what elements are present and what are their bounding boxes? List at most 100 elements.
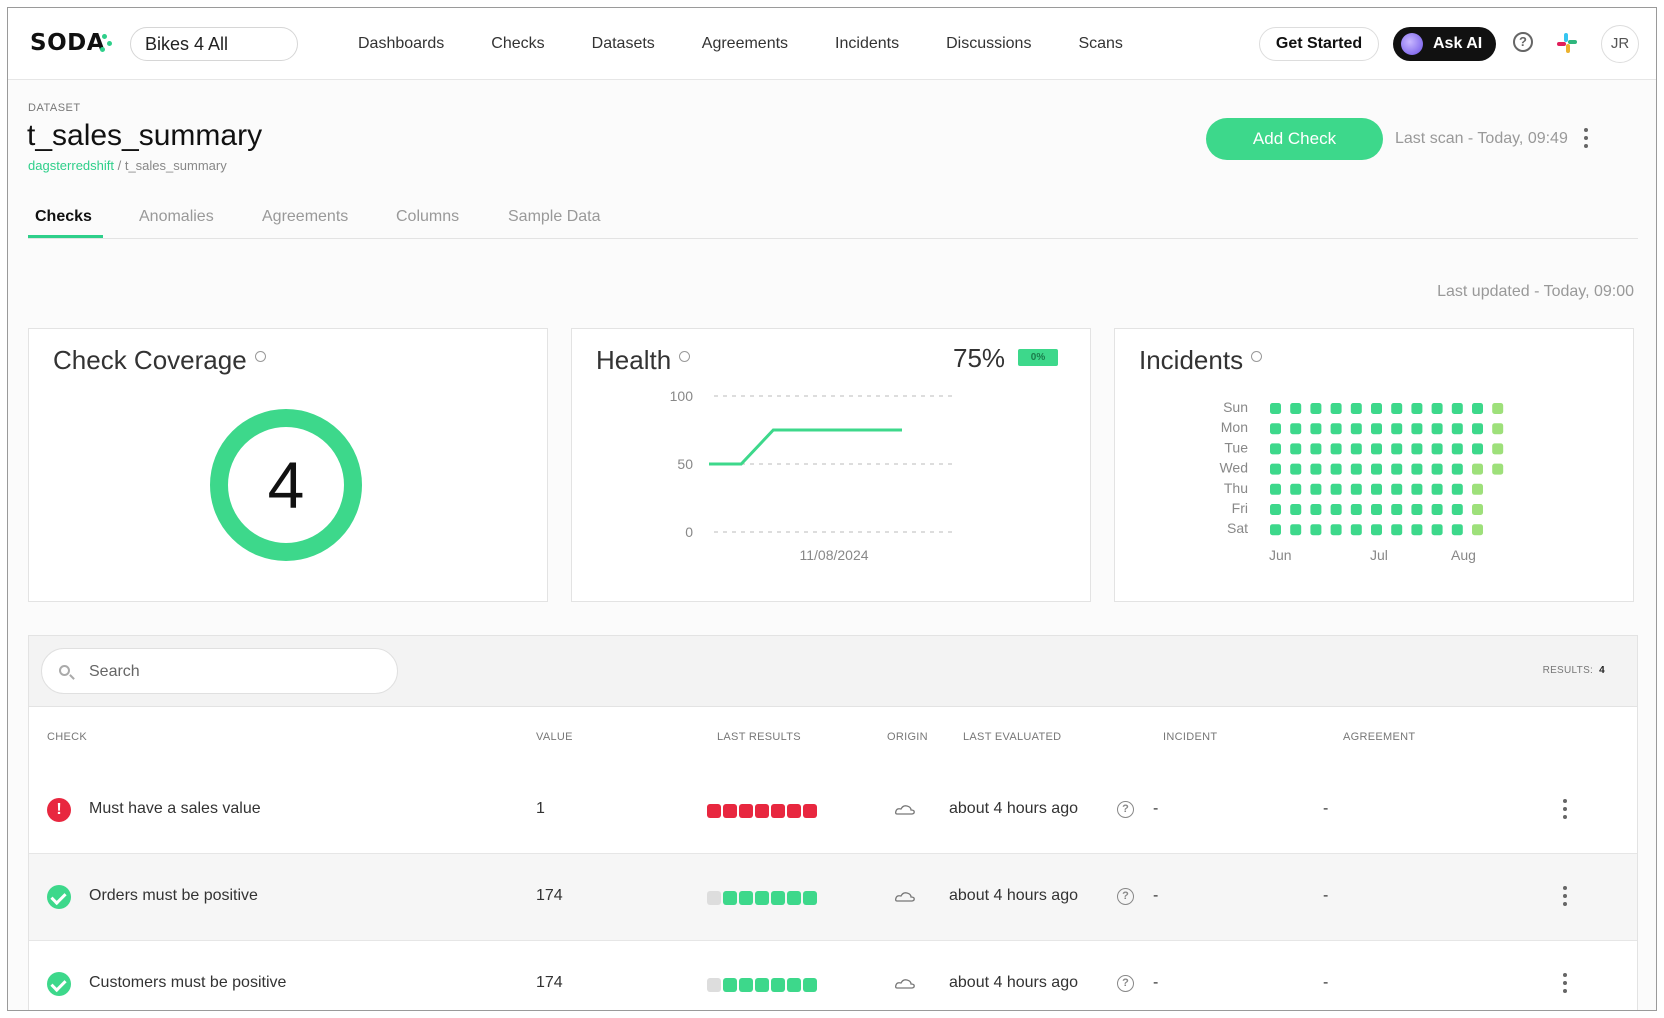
heatmap-cell <box>1350 423 1362 435</box>
heatmap-cell <box>1391 443 1403 455</box>
row-more-menu-icon[interactable] <box>1563 886 1567 910</box>
tab-columns[interactable]: Columns <box>396 208 460 225</box>
info-icon[interactable] <box>1251 351 1263 362</box>
heatmap-cell <box>1371 423 1382 435</box>
heatmap-cell <box>1451 403 1463 414</box>
column-header-value[interactable]: VALUE <box>536 731 573 743</box>
help-circle-icon[interactable]: ? <box>1117 975 1134 992</box>
heatmap-cell <box>1431 423 1443 435</box>
heatmap-cell <box>1492 403 1504 414</box>
tab-agreements[interactable]: Agreements <box>262 208 349 225</box>
column-header-last-evaluated[interactable]: LAST EVALUATED <box>963 731 1062 743</box>
get-started-button[interactable]: Get Started <box>1259 27 1379 61</box>
table-row[interactable]: ! Must have a sales value 1 about 4 hour… <box>29 767 1637 854</box>
column-header-origin[interactable]: ORIGIN <box>887 731 928 743</box>
incidents-card: Incidents Sun Mon Tue Wed Thu Fri Sat Jun Jul Aug <box>1114 328 1634 602</box>
row-more-menu-icon[interactable] <box>1563 973 1567 997</box>
heatmap-cell <box>1330 423 1342 435</box>
incident-value: - <box>1153 974 1159 991</box>
result-square-pass <box>771 891 785 905</box>
check-coverage-title: Check Coverage <box>53 345 266 376</box>
incident-value: - <box>1153 887 1159 904</box>
table-row[interactable]: Customers must be positive 174 about 4 h… <box>29 941 1637 1010</box>
ask-ai-button[interactable]: Ask AI <box>1393 27 1496 61</box>
health-card: Health 75% 0% 100 50 0 11/08/2024 <box>571 328 1091 602</box>
result-square-fail <box>803 804 817 818</box>
column-header-last-results[interactable]: LAST RESULTS <box>717 731 801 743</box>
nav-datasets[interactable]: Datasets <box>591 34 655 52</box>
health-line-chart: 100 50 0 11/08/2024 <box>670 388 957 563</box>
heatmap-cell <box>1472 483 1483 495</box>
help-circle-icon[interactable]: ? <box>1117 888 1134 905</box>
heatmap-cell <box>1310 423 1322 435</box>
organization-selector[interactable]: Bikes 4 All <box>130 27 298 61</box>
check-name[interactable]: Customers must be positive <box>89 974 287 991</box>
tab-checks[interactable]: Checks <box>35 208 92 225</box>
row-more-menu-icon[interactable] <box>1563 799 1567 823</box>
heatmap-cell <box>1290 423 1302 435</box>
heatmap-cell <box>1472 463 1483 475</box>
heatmap-cell <box>1290 463 1302 475</box>
heatmap-cell <box>1492 443 1504 455</box>
soda-logo[interactable]: SODA <box>30 30 106 56</box>
search-input[interactable] <box>87 649 391 695</box>
y-tick-label: 50 <box>677 456 693 472</box>
help-circle-icon[interactable]: ? <box>1513 32 1533 52</box>
breadcrumb-separator: / <box>114 158 125 173</box>
nav-checks[interactable]: Checks <box>491 34 545 52</box>
tab-sample-data[interactable]: Sample Data <box>508 208 601 225</box>
slack-icon[interactable] <box>1556 32 1578 54</box>
y-tick-label: 100 <box>670 388 694 404</box>
heatmap-cell <box>1451 423 1463 435</box>
column-header-incident[interactable]: INCIDENT <box>1163 731 1218 743</box>
heatmap-cell <box>1391 524 1403 536</box>
agreement-value: - <box>1323 800 1329 817</box>
heatmap-cell <box>1310 524 1322 536</box>
heatmap-cell <box>1290 504 1302 515</box>
month-label: Jun <box>1269 547 1292 563</box>
heatmap-cell <box>1431 483 1443 495</box>
incidents-title: Incidents <box>1139 345 1263 376</box>
table-row[interactable]: Orders must be positive 174 about 4 hour… <box>29 854 1637 941</box>
result-square-fail <box>755 804 769 818</box>
result-square-pass <box>787 891 801 905</box>
result-square-pass <box>787 978 801 992</box>
heatmap-cell <box>1371 443 1382 455</box>
heatmap-cell <box>1371 483 1382 495</box>
search-box[interactable] <box>41 648 398 695</box>
heatmap-cell <box>1451 524 1463 536</box>
column-header-check[interactable]: CHECK <box>47 731 88 743</box>
breadcrumb-source-link[interactable]: dagsterredshift <box>28 158 114 173</box>
nav-incidents[interactable]: Incidents <box>835 34 900 52</box>
check-name[interactable]: Must have a sales value <box>89 800 261 817</box>
nav-discussions[interactable]: Discussions <box>946 34 1032 52</box>
heatmap-cell <box>1330 463 1342 475</box>
heatmap-cell <box>1411 483 1423 495</box>
last-updated-text: Last updated - Today, 09:00 <box>1437 283 1634 300</box>
info-icon[interactable] <box>679 351 691 362</box>
heatmap-cell <box>1350 524 1362 536</box>
nav-agreements[interactable]: Agreements <box>701 34 789 52</box>
nav-dashboards[interactable]: Dashboards <box>358 34 445 52</box>
info-icon[interactable] <box>254 351 266 362</box>
heatmap-cell <box>1411 504 1423 515</box>
heatmap-cell <box>1472 443 1483 455</box>
check-coverage-card: Check Coverage 4 <box>28 328 548 602</box>
heatmap-cell <box>1310 504 1322 515</box>
result-square-fail <box>707 804 721 818</box>
heatmap-cell <box>1371 403 1382 414</box>
weekday-label: Sat <box>1227 520 1248 536</box>
column-header-agreement[interactable]: AGREEMENT <box>1343 731 1416 743</box>
check-name[interactable]: Orders must be positive <box>89 887 258 904</box>
tab-anomalies[interactable]: Anomalies <box>139 208 214 225</box>
heatmap-cell <box>1472 403 1483 414</box>
nav-scans[interactable]: Scans <box>1078 34 1123 52</box>
weekday-label: Wed <box>1219 460 1248 476</box>
user-avatar[interactable]: JR <box>1601 25 1639 63</box>
add-check-button[interactable]: Add Check <box>1206 118 1383 160</box>
help-circle-icon[interactable]: ? <box>1117 801 1134 818</box>
dataset-more-menu-icon[interactable] <box>1584 128 1588 152</box>
heatmap-cell <box>1270 403 1281 414</box>
heatmap-cell <box>1431 403 1443 414</box>
heatmap-cell <box>1270 483 1281 495</box>
